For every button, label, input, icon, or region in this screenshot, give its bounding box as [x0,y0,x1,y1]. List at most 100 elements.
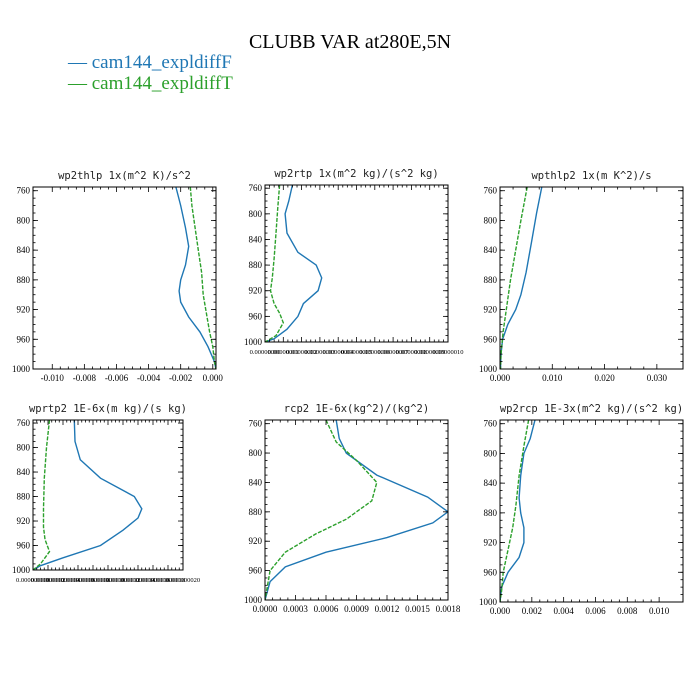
x-tick-label: 0.0015 [405,604,430,614]
y-tick-label: 880 [484,508,498,518]
y-tick-label: 1000 [479,597,498,607]
series-line-expldiffT [265,185,285,342]
y-tick-label: 800 [17,215,31,225]
x-tick-label: 0.00000008 [396,349,427,356]
y-tick-label: 920 [484,538,498,548]
panel-title: wpthlp2 1x(m K^2)/s [531,170,651,182]
series-line-expldiffF [500,420,536,602]
series-line-expldiffF [175,187,216,369]
x-tick-label: 0.0000 [253,604,278,614]
y-tick-label: 960 [17,541,31,551]
x-tick-label: 0.000000018 [151,577,185,584]
x-tick-label: 0.000000008 [76,577,110,584]
y-tick-label: 840 [484,478,498,488]
y-tick-label: 840 [249,234,263,244]
x-tick-label: 0.00000006 [359,349,391,356]
figure-title: CLUBB VAR at280E,5N [249,31,451,53]
x-tick-label: 0.000 [203,373,224,383]
x-tick-label: 0.00000003 [304,349,335,356]
x-tick-label: 0.010 [542,373,563,383]
series-line-expldiffF [265,420,448,600]
x-tick-label: 0.008 [617,606,638,616]
x-tick-label: 0.002 [522,606,542,616]
legend-entry-2: — cam144_expldiffT [67,73,233,94]
x-tick-label: 0.006 [585,606,606,616]
y-tick-label: 1000 [12,364,31,374]
x-tick-label: -0.010 [41,373,65,383]
y-tick-label: 1000 [479,364,498,374]
y-tick-label: 960 [17,334,31,344]
panel-title: wp2thlp 1x(m^2 K)/s^2 [58,170,191,182]
y-tick-label: 800 [484,448,498,458]
y-tick-label: 1000 [244,595,263,605]
series-line-expldiffT [500,187,528,369]
y-tick-label: 920 [249,286,263,296]
y-tick-label: 1000 [244,337,263,347]
series-line-expldiffT [500,420,530,602]
x-tick-label: 0.000000006 [61,577,96,584]
x-tick-label: 0.00000009 [414,349,445,356]
series-line-expldiffF [265,185,323,342]
y-tick-label: 760 [249,183,263,193]
panel-title: wp2rtp 1x(m^2 kg)/(s^2 kg) [274,168,438,180]
x-tick-label: 0.00000005 [341,349,372,356]
x-tick-label: 0.000000000 [16,577,50,584]
y-tick-label: 840 [17,467,31,477]
x-tick-label: 0.000000020 [166,577,200,584]
y-tick-label: 840 [484,245,498,255]
x-tick-label: 0.000000002 [31,577,65,584]
legend-entry-1: — cam144_expldiffF [67,52,232,73]
plot-frame [264,184,449,343]
y-tick-label: 880 [249,507,263,517]
y-tick-label: 920 [484,305,498,315]
legend: — cam144_expldiffF — cam144_expldiffT [67,52,233,94]
x-tick-label: 0.00000010 [433,349,464,356]
y-tick-label: 800 [484,215,498,225]
chart-panel-5: rcp2 1E-6x(kg^2)/(kg^2) 760 800 840 880 920 96… [244,403,461,614]
x-tick-label: -0.006 [105,373,129,383]
legend-label-1: cam144_expldiffF [92,52,232,73]
x-tick-label: 0.0018 [436,604,461,614]
y-tick-label: 840 [17,245,31,255]
y-tick-label: 920 [17,516,31,526]
y-tick-label: 840 [249,477,263,487]
y-tick-label: 880 [484,275,498,285]
plot-frame [32,186,217,370]
x-tick-label: 0.00000004 [323,349,355,356]
x-tick-label: 0.0003 [283,604,308,614]
x-tick-label: -0.004 [137,373,161,383]
panel-title: wprtp2 1E-6x(m kg)/(s kg) [29,403,187,415]
y-tick-label: 760 [249,419,263,429]
x-tick-label: -0.002 [169,373,192,383]
y-tick-label: 1000 [12,565,31,575]
series-line-expldiffF [33,420,143,570]
y-tick-label: 800 [249,448,263,458]
y-tick-label: 960 [484,334,498,344]
x-tick-label: 0.020 [594,373,615,383]
x-tick-label: 0.0012 [375,604,400,614]
chart-panel-6: wp2rcp 1E-3x(m^2 kg)/(s^2 kg)760 800 840 88… [479,403,684,616]
y-tick-label: 960 [249,566,263,576]
x-tick-label: 0.010 [649,606,670,616]
x-tick-label: 0.004 [554,606,575,616]
series-line-expldiffT [189,187,216,369]
chart-panel-3: wpthlp2 1x(m K^2)/s 760 800 840 880 920 960 100… [479,170,684,383]
plot-frame [32,419,184,571]
y-tick-label: 760 [17,418,31,428]
x-tick-label: 0.00000001 [268,349,299,356]
y-tick-label: 880 [249,260,263,270]
x-tick-label: 0.000000014 [121,577,156,584]
plot-frame [499,186,684,370]
chart-panel-2: wp2rtp 1x(m^2 kg)/(s^2 kg) 760 800 840 880 92… [244,168,463,356]
x-tick-label: 0.000000004 [46,577,81,584]
x-tick-label: 0.00000007 [378,349,410,356]
series-line-expldiffF [500,187,543,369]
x-tick-label: 0.000000016 [136,577,171,584]
plot-frame [499,419,684,603]
chart-panel-1: wp2thlp 1x(m^2 K)/s^2 760 800 840 880 920 960 1… [12,170,223,383]
x-tick-label: 0.000000012 [106,577,140,584]
panel-title: wp2rcp 1E-3x(m^2 kg)/(s^2 kg) [500,403,683,415]
x-tick-label: 0.00000000 [250,349,281,356]
x-tick-label: 0.030 [647,373,668,383]
